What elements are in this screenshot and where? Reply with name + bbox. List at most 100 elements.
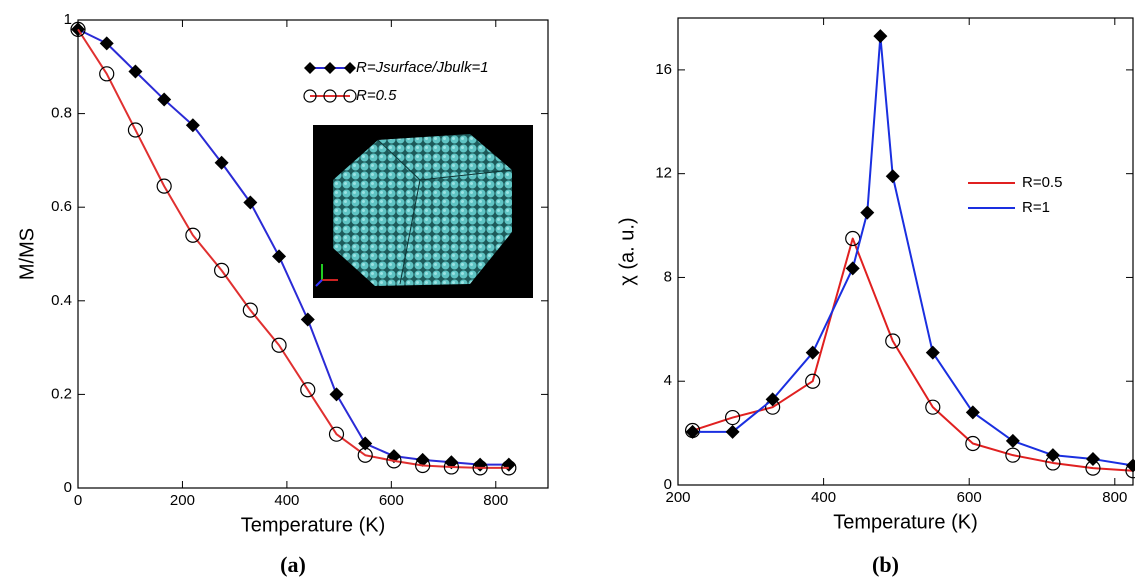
diamond-marker [725, 424, 740, 439]
legend-entry: R=1 [968, 199, 1050, 216]
diamond-marker [157, 92, 172, 107]
diamond-marker [99, 36, 114, 51]
legend-label: R=1 [1022, 199, 1050, 216]
diamond-marker [873, 29, 888, 44]
series-line [77, 28, 509, 466]
y-tick-label: 0.6 [51, 198, 72, 215]
circle-marker [127, 122, 144, 138]
diamond-marker [444, 455, 459, 470]
x-tick-label: 800 [1102, 489, 1127, 506]
diamond-marker [925, 345, 940, 360]
inset-image [313, 125, 533, 298]
legend-entry: R=Jsurface/Jbulk=1 [304, 59, 489, 76]
x-tick-label: 400 [811, 489, 836, 506]
diamond-marker [272, 249, 287, 264]
diamond-marker [1005, 433, 1020, 448]
x-tick-label: 600 [379, 492, 404, 509]
diamond-marker [128, 64, 143, 79]
y-tick-label: 16 [655, 61, 672, 78]
y-tick-label: 0.4 [51, 292, 72, 309]
circle-marker [328, 426, 345, 442]
y-tick-label: 0 [64, 479, 72, 496]
x-tick-label: 200 [665, 489, 690, 506]
legend-marker [324, 62, 336, 74]
diamond-marker [860, 205, 875, 220]
x-axis-title: Temperature (K) [833, 511, 978, 533]
series-line [692, 35, 1134, 467]
diamond-marker [685, 424, 700, 439]
diamond-marker [501, 457, 516, 472]
circle-marker [724, 409, 741, 426]
y-tick-label: 12 [655, 165, 672, 182]
diamond-marker [300, 312, 315, 327]
diamond-marker [214, 155, 229, 170]
diamond-marker [1045, 448, 1060, 463]
series-line [692, 237, 1134, 472]
legend-marker [344, 62, 356, 74]
y-tick-label: 0 [664, 476, 672, 493]
circle-marker [156, 178, 172, 194]
x-tick-label: 200 [170, 492, 195, 509]
legend-entry: R=0.5 [968, 174, 1062, 191]
diamond-marker [845, 261, 860, 276]
y-axis-title: χ (a. u.) [616, 217, 638, 285]
diamond-marker [415, 452, 430, 467]
diamond-marker [805, 345, 820, 360]
caption: (b) [872, 552, 899, 577]
diamond-marker [965, 405, 980, 420]
circle-marker [965, 435, 981, 452]
diamond-marker [185, 118, 200, 133]
plot-frame [77, 19, 549, 489]
x-tick-label: 400 [274, 492, 299, 509]
x-tick-label: 600 [957, 489, 982, 506]
legend-marker [303, 89, 317, 103]
x-axis-title: Temperature (K) [241, 514, 386, 536]
y-tick-label: 0.8 [51, 105, 72, 122]
panel: 200 400 600 800 0 4 8 12 16 Temperature (K) χ (a. … [616, 17, 1135, 577]
diamond-marker [1085, 452, 1100, 467]
legend-marker [323, 89, 337, 103]
circle-marker [415, 457, 431, 474]
legend-label: R=0.5 [356, 87, 397, 104]
diamond-marker [473, 457, 488, 472]
circle-marker [805, 373, 821, 389]
diamond-marker [885, 169, 900, 184]
legend-label: R=Jsurface/Jbulk=1 [356, 59, 489, 76]
diamond-marker [1126, 458, 1135, 473]
circle-marker [472, 460, 488, 476]
circle-marker [99, 66, 115, 82]
x-tick-label: 0 [74, 492, 82, 509]
y-axis-title: M/MS [16, 228, 38, 280]
circle-marker [443, 459, 459, 475]
legend-marker [304, 62, 316, 74]
circle-marker [214, 262, 230, 278]
legend-label: R=0.5 [1022, 174, 1062, 191]
circle-marker [271, 337, 287, 353]
series-line [77, 28, 509, 469]
circle-marker [885, 333, 901, 349]
diamond-marker [358, 436, 373, 451]
legend-entry: R=0.5 [303, 87, 397, 104]
legend-marker [343, 89, 357, 103]
y-tick-label: 1 [64, 11, 72, 28]
diamond-marker [329, 387, 344, 402]
y-tick-label: 0.2 [51, 385, 72, 402]
circle-marker [1005, 447, 1021, 463]
plot-frame [677, 17, 1134, 486]
panel: 0 200 400 600 800 0 0.2 0.4 0.6 0.8 1 Temperature (… [16, 11, 549, 577]
circle-marker [242, 302, 258, 318]
circle-marker [501, 460, 517, 476]
y-tick-label: 8 [664, 268, 672, 285]
x-tick-label: 800 [483, 492, 508, 509]
circle-marker [70, 21, 86, 37]
circle-marker [357, 447, 373, 463]
circle-marker [300, 382, 316, 398]
circle-marker [386, 453, 402, 469]
diamond-marker [243, 195, 258, 210]
circle-marker [185, 227, 201, 243]
caption: (a) [280, 552, 306, 577]
circle-marker [925, 399, 941, 415]
y-tick-label: 4 [664, 372, 672, 389]
diamond-marker [765, 392, 780, 407]
